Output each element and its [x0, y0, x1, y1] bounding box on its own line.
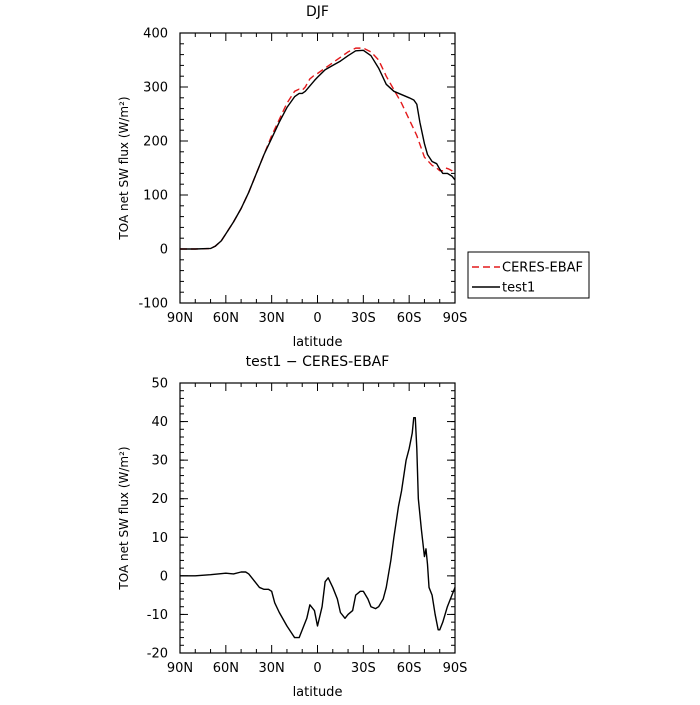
series-line-test1: [180, 49, 456, 250]
x-tick-label: 30S: [351, 311, 376, 326]
x-tick-label: 90S: [443, 661, 468, 676]
x-tick-label: 90N: [167, 661, 193, 676]
y-tick-label: 0: [160, 569, 168, 584]
legend-box: [467, 251, 590, 299]
x-tick-label: 30S: [351, 661, 376, 676]
y-tick-label: 400: [143, 27, 168, 42]
x-axis-label: latitude: [293, 685, 343, 700]
x-tick-label: 90N: [167, 311, 193, 326]
x-tick-label: 30N: [259, 661, 285, 676]
y-tick-label: 30: [151, 454, 168, 469]
chart-panel-1: DJF 90N 60N 30N 0 30S 60S 90S -100 0 100 200 300 400 l…: [117, 4, 590, 350]
y-tick-label: -20: [147, 647, 168, 662]
x-tick-label: 90S: [443, 311, 468, 326]
x-tick-label: 60N: [213, 661, 239, 676]
series-line-difference: [180, 417, 456, 639]
x-tick-label: 60S: [397, 311, 422, 326]
y-tick-label: 0: [160, 243, 168, 258]
y-tick-label: 300: [143, 81, 168, 96]
y-tick-label: 20: [151, 492, 168, 507]
chart-title: test1 − CERES-EBAF: [246, 354, 390, 370]
y-tick-label: 40: [151, 415, 168, 430]
x-tick-label: 0: [313, 311, 321, 326]
x-axis-label: latitude: [293, 335, 343, 350]
x-tick-label: 60S: [397, 661, 422, 676]
y-axis-label: TOA net SW flux (W/m²): [117, 96, 131, 240]
legend: CERES-EBAF test1: [467, 251, 590, 299]
y-axis-label: TOA net SW flux (W/m²): [117, 446, 131, 590]
y-tick-label: -10: [147, 608, 168, 623]
y-tick-label: -100: [138, 297, 168, 312]
y-tick-label: 50: [151, 377, 168, 392]
chart-panel-2: test1 − CERES-EBAF 90N 60N 30N 0 30S 60S 90S -20…: [117, 354, 467, 700]
chart-title: DJF: [306, 4, 329, 20]
x-tick-label: 30N: [259, 311, 285, 326]
y-tick-label: 100: [143, 189, 168, 204]
y-tick-label: 200: [143, 135, 168, 150]
legend-label: test1: [502, 281, 535, 296]
y-tick-label: 10: [151, 531, 168, 546]
x-tick-label: 60N: [213, 311, 239, 326]
legend-label: CERES-EBAF: [502, 261, 583, 276]
x-tick-label: 0: [313, 661, 321, 676]
